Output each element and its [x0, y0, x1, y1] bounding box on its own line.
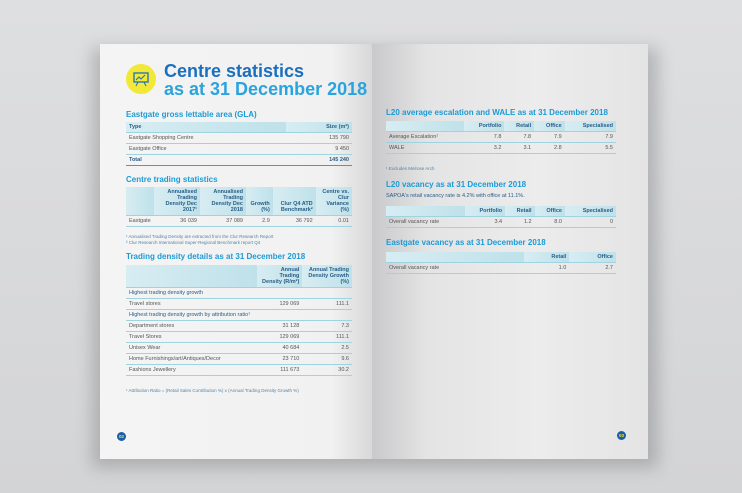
table-row: WALE 3.2 3.1 2.8 5.5 — [386, 142, 616, 154]
density-table: Annual Trading Density (R/m²) Annual Trad… — [126, 265, 352, 376]
trading-table: Annualised Trading Density Dec 2017¹ Annu… — [126, 187, 352, 227]
vacancy-table: Portfolio Retail Office Specialised Overall… — [386, 206, 616, 228]
title-line-2: as at 31 December 2018 — [164, 79, 368, 99]
presentation-chart-icon — [126, 64, 156, 94]
table-row: Overall vacancy rate 3.4 1.2 8.0 0 — [386, 216, 616, 228]
wale-table: Portfolio Retail Office Specialised Average… — [386, 121, 616, 154]
footnote: ² Clur Research International Super-Regi… — [126, 240, 261, 245]
page-title: Centre statistics as at 31 December 2018 — [164, 62, 367, 98]
eastgate-vacancy-heading: Eastgate vacancy as at 31 December 2018 — [386, 238, 546, 247]
subheading-row: Highest trading density growth — [126, 287, 352, 299]
wale-heading: L20 average escalation and WALE as at 31… — [386, 108, 608, 117]
subheading-row: Highest trading density growth by attrib… — [126, 309, 352, 321]
page-number: 02 — [117, 432, 126, 441]
total-row: Total 145 240 — [126, 154, 352, 166]
eastgate-vacancy-table: Retail Office Overall vacancy rate 1.0 2.7 — [386, 252, 616, 274]
footnote: ¹ Attribution Ratio = (Retail Sales Cont… — [126, 388, 299, 393]
table-row: Fashions Jewellery 111 673 30.2 — [126, 364, 352, 376]
table-row: Eastgate 36 039 37 089 2.9 36 792 0.01 — [126, 215, 352, 227]
col-header: Type — [126, 122, 287, 133]
footnote: ¹ Annualised Trading Density are extract… — [126, 234, 274, 239]
table-row: Home Furnishings/art/Antiques/Decor 23 71… — [126, 353, 352, 365]
table-row: Overall vacancy rate 1.0 2.7 — [386, 262, 616, 274]
vacancy-text: SAPOA's retail vacancy rate is 4.2% with… — [386, 193, 525, 199]
table-row: Eastgate Shopping Centre 135 790 — [126, 132, 352, 144]
vacancy-heading: L20 vacancy as at 31 December 2018 — [386, 180, 527, 189]
footnote: ¹ Excludes Melrose Arch — [386, 166, 435, 171]
left-page: Centre statistics as at 31 December 2018… — [100, 44, 372, 459]
table-row: Eastgate Office 9 450 — [126, 143, 352, 155]
page-number: 03 — [617, 431, 626, 440]
trading-heading: Centre trading statistics — [126, 175, 218, 184]
density-heading: Trading density details as at 31 Decembe… — [126, 252, 306, 261]
gla-table: Type Size (m²) Eastgate Shopping Centre 13… — [126, 122, 352, 166]
table-row: Average Escalation¹ 7.8 7.8 7.9 7.9 — [386, 131, 616, 143]
title-line-1: Centre statistics — [164, 61, 305, 81]
gla-heading: Eastgate gross lettable area (GLA) — [126, 110, 257, 119]
table-row: Department stores 31 128 7.3 — [126, 320, 352, 332]
table-row: Travel Stores 129 069 111.1 — [126, 331, 352, 343]
table-row: Unisex Wear 40 684 2.5 — [126, 342, 352, 354]
table-row: Travel stores 129 069 111.1 — [126, 298, 352, 310]
col-header: Size (m²) — [286, 122, 352, 133]
right-page: L20 average escalation and WALE as at 31… — [372, 44, 648, 459]
